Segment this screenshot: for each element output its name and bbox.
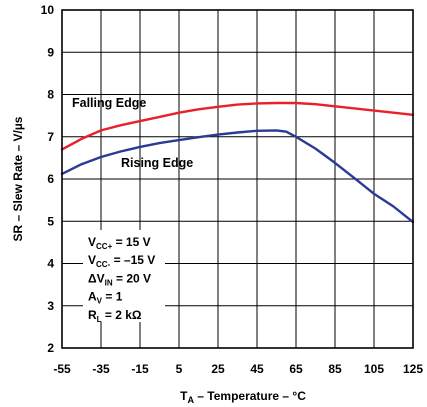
condition-symbol: A <box>88 290 97 304</box>
series-line-falling-edge <box>60 101 415 151</box>
condition-line: ΔVIN = 20 V <box>88 271 151 287</box>
condition-line: VCC- = –15 V <box>88 253 155 269</box>
y-tick-label: 4 <box>47 257 54 271</box>
x-axis-title-subscript: A <box>187 395 194 405</box>
y-tick-label: 9 <box>47 45 54 59</box>
conditions-box <box>83 230 165 322</box>
plot-frame <box>61 9 414 349</box>
condition-symbol: V <box>88 253 96 267</box>
condition-line: AV = 1 <box>88 290 123 306</box>
y-axis-title: SR – Slew Rate – V/µs <box>11 116 25 241</box>
x-tick-label: -15 <box>131 362 149 376</box>
condition-subscript: CC- <box>96 260 111 269</box>
x-tick-label: 25 <box>211 362 225 376</box>
y-tick-label: 5 <box>47 214 54 228</box>
condition-value: = –15 V <box>110 253 155 267</box>
x-axis-title: TA – Temperature – °C <box>180 389 306 405</box>
y-tick-label: 6 <box>47 172 54 186</box>
y-tick-label: 10 <box>41 3 55 17</box>
series-line-rising-edge <box>60 129 415 224</box>
x-tick-label: 45 <box>250 362 264 376</box>
x-axis-title-text: – Temperature – °C <box>194 389 306 403</box>
x-tick-label: 125 <box>403 362 423 376</box>
x-tick-label: 5 <box>176 362 183 376</box>
y-tick-label: 2 <box>47 341 54 355</box>
condition-subscript: V <box>97 297 103 306</box>
condition-subscript: CC+ <box>96 242 113 251</box>
condition-subscript: IN <box>105 278 113 287</box>
x-axis-title-symbol: T <box>180 389 188 403</box>
series-lines <box>60 101 415 224</box>
y-tick-label: 8 <box>47 88 54 102</box>
condition-value: = 1 <box>102 290 123 304</box>
x-tick-label: 105 <box>364 362 384 376</box>
x-tick-label: -55 <box>53 362 71 376</box>
condition-symbol: ΔV <box>88 271 105 285</box>
series-label-falling-edge: Falling Edge <box>72 96 146 110</box>
series-label-rising-edge: Rising Edge <box>121 156 193 170</box>
condition-value: = 20 V <box>113 271 151 285</box>
x-tick-label: -35 <box>92 362 110 376</box>
x-tick-label: 65 <box>289 362 303 376</box>
condition-value: = 2 kΩ <box>102 308 142 322</box>
x-tick-label: 85 <box>328 362 342 376</box>
y-tick-label: 3 <box>47 299 54 313</box>
condition-symbol: R <box>88 308 97 322</box>
y-tick-label: 7 <box>47 130 54 144</box>
condition-symbol: V <box>88 235 96 249</box>
condition-line: VCC+ = 15 V <box>88 235 151 251</box>
condition-value: = 15 V <box>112 235 150 249</box>
condition-line: RL = 2 kΩ <box>88 308 142 324</box>
condition-subscript: L <box>97 315 102 324</box>
